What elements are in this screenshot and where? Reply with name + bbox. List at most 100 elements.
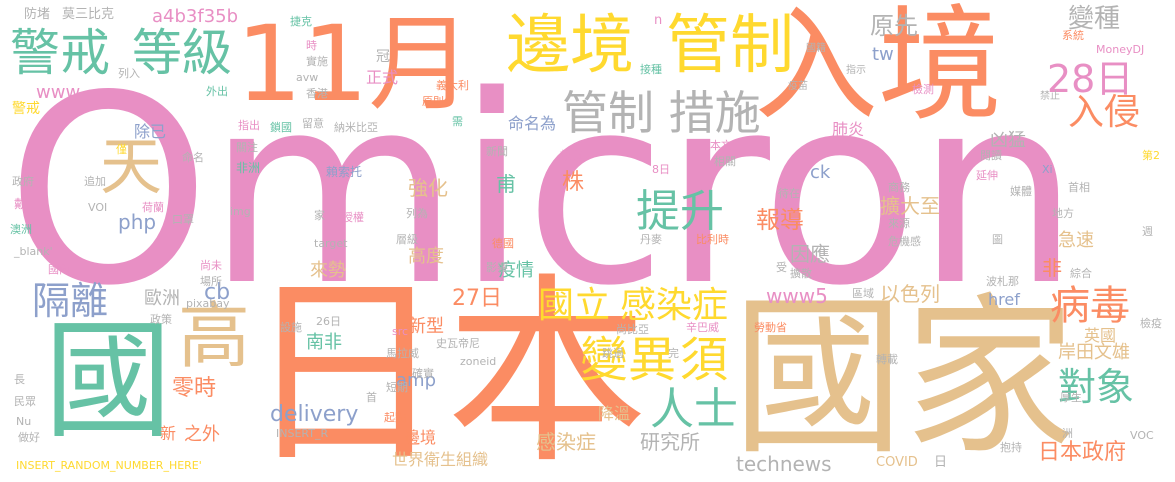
word-border-small: 邊境 — [404, 428, 437, 447]
word-small: 26日 — [316, 315, 341, 328]
word-small: 追加 — [84, 175, 106, 188]
word-small: 尚未 — [200, 259, 222, 272]
word-small: 待在 — [778, 187, 800, 200]
word-nation: 國 — [44, 307, 173, 456]
word-november: 11月 — [236, 3, 473, 125]
word-small: COVID — [876, 455, 918, 470]
word-strengthen: 強化 — [408, 176, 448, 200]
word-small: 疫苗 — [788, 81, 808, 92]
word-infectious-disease-2: 感染症 — [536, 430, 596, 454]
word-small: 8日 — [652, 163, 670, 176]
word-small: zoneid — [460, 355, 497, 368]
word-small: Nu — [16, 415, 32, 428]
word-small: 國內 — [48, 263, 70, 276]
word-control: 管制 — [666, 9, 794, 83]
word-isolation: 隔離 — [32, 279, 109, 323]
word-small: 場所 — [200, 275, 222, 288]
word-small: 層級 — [396, 233, 418, 246]
word-level: 等級 — [132, 24, 232, 82]
word-institute: 研究所 — [640, 430, 700, 454]
word-small: 綜合 — [1070, 267, 1092, 280]
word-national: 國立 — [538, 285, 611, 326]
word-small: 德國 — [492, 237, 514, 250]
word-kishida: 岸田文雄 — [1058, 342, 1130, 363]
word-small: 來源 — [888, 217, 910, 230]
word-small: 擴散 — [790, 267, 812, 280]
word-php: php — [118, 210, 157, 234]
word-strain: 株 — [562, 170, 585, 195]
word-small: 跳過 — [602, 347, 624, 360]
word-small: 莫三比克 — [62, 7, 115, 22]
word-small: 起點 — [384, 411, 406, 424]
word-small: 警戒 — [12, 101, 40, 117]
word-control-measures: 管制 措施 — [562, 86, 761, 140]
word-entry: 入境 — [754, 0, 1003, 138]
word-small: 檢測 — [912, 83, 934, 96]
word-small: 關注 — [236, 141, 258, 154]
word-small: 賴索托 — [326, 165, 363, 179]
word-target-group: 對象 — [1058, 365, 1135, 409]
word-small: 區域 — [852, 287, 874, 300]
word-small: 系統 — [1062, 29, 1084, 42]
word-hash: a4b3f35b — [152, 6, 239, 27]
word-momentum: 來勢 — [310, 260, 346, 281]
word-report: 報導 — [756, 206, 804, 234]
word-small: 設施 — [280, 321, 302, 334]
word-www: www — [36, 82, 81, 103]
word-tw: tw — [872, 44, 894, 65]
word-officially: 正式 — [366, 68, 399, 87]
word-small: 首 — [366, 391, 377, 404]
word-small: 危機感 — [888, 235, 921, 248]
word-small: 第2 — [1142, 149, 1160, 162]
word-small: 捷克 — [290, 15, 312, 28]
word-small: 接種 — [640, 63, 662, 76]
word-small: 放寬 — [560, 149, 582, 162]
word-small: avw — [296, 71, 319, 84]
word-new: 新 — [160, 424, 177, 443]
word-small: img — [230, 205, 251, 218]
word-small: 相關 — [714, 155, 736, 168]
word-israel: 以色列 — [880, 282, 940, 306]
word-small: _blank' — [14, 245, 53, 258]
word-small: INSERT_RANDOM_NUMBER_HERE' — [16, 459, 202, 472]
word-omicron: Omicron — [6, 41, 1080, 343]
word-amp: amp — [396, 370, 436, 391]
word-small: INSERT_R — [276, 427, 329, 440]
word-respond: 因應 — [790, 242, 830, 266]
word-small: 抱持 — [1000, 441, 1022, 454]
word-small: 外出 — [206, 85, 228, 98]
word-small: 政策 — [150, 313, 172, 326]
word-small: 原則 — [422, 95, 444, 108]
word-small: 本文 — [710, 139, 732, 152]
word-small: 時 — [306, 39, 317, 52]
word-small: MoneyDJ — [1096, 43, 1145, 56]
word-ck: ck — [810, 162, 831, 183]
word-small: 口罩 — [172, 213, 194, 226]
word-small: 辛巴威 — [686, 321, 719, 334]
word-expand-to: 擴大至 — [880, 194, 940, 218]
word-alert: 警戒 — [10, 24, 110, 82]
word-south-africa: 南非 — [306, 332, 342, 353]
word-small: 實施 — [306, 55, 328, 68]
word-uk: 英國 — [1084, 326, 1117, 345]
word-small: 需 — [452, 115, 463, 128]
word-small: 完 — [668, 347, 679, 360]
word-small: 防堵 — [24, 7, 51, 22]
word-small: 列為 — [406, 207, 428, 220]
word-small: 勞動省 — [754, 321, 787, 334]
word-small: 地方 — [1052, 207, 1074, 220]
word-day: 天 — [100, 130, 163, 203]
word-small: 留意 — [302, 117, 324, 130]
word-small: n — [654, 13, 663, 28]
word-small: 授權 — [342, 211, 364, 224]
word-high-degree: 高度 — [408, 246, 444, 267]
word-small: 商務 — [888, 181, 910, 194]
word-virus: 病毒 — [1050, 283, 1130, 329]
word-zero-hour: 零時 — [172, 376, 217, 401]
word-27th: 27日 — [452, 286, 502, 311]
word-small: 新聞 — [486, 145, 508, 158]
word-small: 做好 — [18, 431, 40, 444]
word-small: VOC — [1130, 429, 1154, 442]
word-small: 戴 — [14, 197, 27, 211]
